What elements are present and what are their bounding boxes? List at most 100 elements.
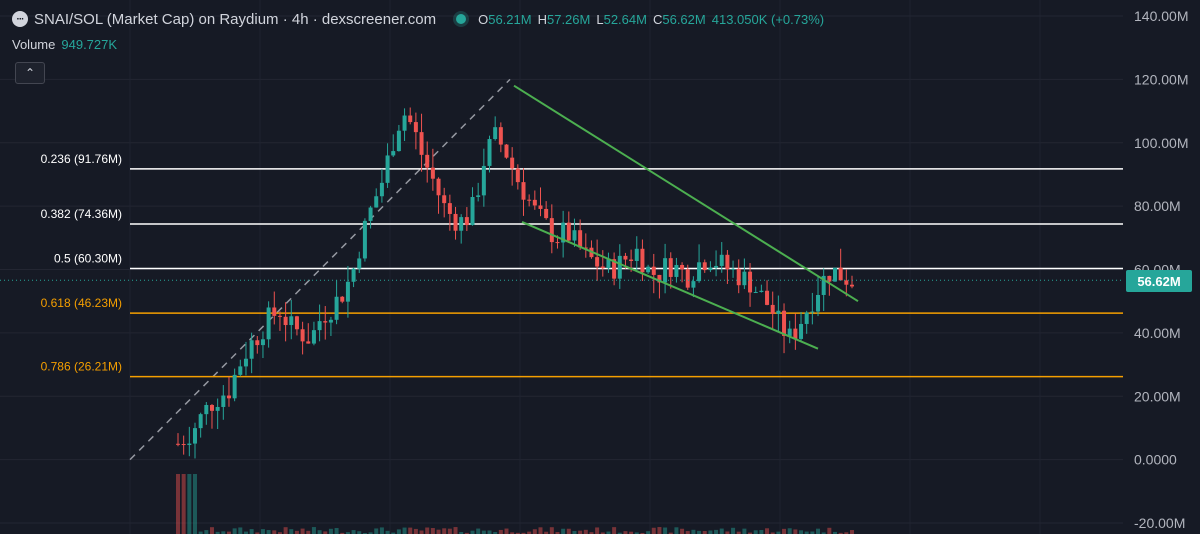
candle-body	[657, 274, 662, 283]
volume-bar	[430, 528, 435, 534]
volume-bar	[396, 529, 401, 534]
volume-bar	[334, 528, 339, 534]
volume-bar	[821, 532, 826, 534]
volume-bar	[532, 529, 537, 534]
candle-body	[413, 122, 418, 133]
volume-bar	[549, 527, 554, 534]
fib-label: 0.618 (46.23M)	[41, 296, 122, 310]
volume-bar	[719, 528, 724, 534]
volume-bar	[742, 528, 747, 534]
volume-bar	[725, 531, 730, 534]
candle-body	[294, 316, 299, 330]
candle-body	[816, 294, 821, 312]
volume-bar	[328, 528, 333, 534]
candle-body	[289, 316, 294, 326]
candle-body	[544, 208, 549, 219]
current-price-badge: 56.62M	[1126, 270, 1192, 292]
volume-bar	[323, 531, 328, 534]
candle-body	[651, 266, 656, 275]
candle-body	[804, 312, 809, 324]
volume-bar	[368, 532, 373, 534]
volume-bar	[498, 529, 503, 534]
volume-bar	[283, 527, 288, 534]
candle-body	[770, 304, 775, 314]
candle-body	[691, 281, 696, 288]
volume-bar	[691, 529, 696, 534]
candle-body	[572, 230, 577, 241]
volume-bar	[555, 532, 560, 534]
volume-bar	[300, 528, 305, 534]
candle-body	[391, 151, 396, 156]
volume-bar	[572, 530, 577, 534]
candle-body	[510, 157, 515, 169]
fib-label: 0.382 (74.36M)	[41, 207, 122, 221]
volume-bar	[816, 528, 821, 534]
volume-bar	[187, 474, 192, 534]
volume-bar	[583, 529, 588, 534]
candle-body	[583, 247, 588, 249]
candle-body	[283, 316, 288, 326]
candle-body	[504, 144, 509, 158]
volume-bar	[578, 530, 583, 534]
collapse-legend-button[interactable]: ⌃	[15, 62, 45, 84]
volume-bar	[277, 532, 282, 534]
volume-bar	[209, 527, 214, 534]
candle-body	[402, 115, 407, 131]
candle-body	[198, 414, 203, 429]
candle-body	[498, 127, 503, 145]
candle-body	[368, 207, 373, 221]
volume-bar	[232, 528, 237, 534]
candle-body	[277, 315, 282, 317]
volume-bar	[204, 530, 209, 534]
candle-body	[221, 395, 226, 407]
volume-bar	[753, 530, 758, 534]
candle-body	[481, 165, 486, 196]
candle-body	[793, 328, 798, 339]
candle-body	[323, 321, 328, 323]
channel-trendlines	[513, 84, 859, 350]
fib-label: 0.5 (60.30M)	[54, 252, 122, 266]
volume-bar	[294, 530, 299, 534]
fib-label: 0.236 (91.76M)	[41, 152, 122, 166]
candle-body	[742, 271, 747, 286]
candle-body	[192, 428, 197, 444]
volume-bar	[634, 532, 639, 534]
volume-bar	[436, 529, 441, 534]
volume-bar	[680, 528, 685, 534]
volume-bar	[425, 527, 430, 534]
volume-bar	[566, 528, 571, 534]
candle-body	[787, 328, 792, 336]
volume-bar	[731, 527, 736, 534]
volume-bar	[306, 530, 311, 534]
candle-body	[527, 199, 532, 201]
volume-bar	[668, 532, 673, 534]
candle-body	[606, 259, 611, 269]
candle-body	[385, 155, 390, 183]
volume-bar	[419, 530, 424, 534]
candle-body	[555, 242, 560, 244]
candle-body	[459, 217, 464, 231]
chart-title: SNAI/SOL (Market Cap) on Raydium · 4h · …	[34, 10, 437, 28]
candle-body	[719, 254, 724, 266]
chart-header: ··· SNAI/SOL (Market Cap) on Raydium · 4…	[12, 8, 824, 30]
volume-bar	[640, 532, 645, 534]
volume-bar	[623, 531, 628, 534]
upper-trendline	[513, 84, 859, 303]
ohlc-change: 413.050K (+0.73%)	[711, 11, 825, 27]
volume-bar	[510, 532, 515, 534]
candle-body	[430, 167, 435, 179]
volume-bar	[759, 530, 764, 534]
volume-bar	[850, 530, 854, 534]
candle-body	[838, 267, 843, 281]
volume-bar	[776, 531, 781, 534]
candle-body	[334, 296, 339, 320]
volume-bar	[260, 529, 265, 534]
volume-bar	[351, 530, 356, 534]
volume-bar	[385, 530, 390, 534]
ohlc-close: C56.62M	[652, 11, 706, 27]
candle-body	[272, 307, 277, 316]
candle-body	[209, 404, 214, 411]
candle-body	[351, 268, 356, 282]
candle-body	[266, 307, 271, 340]
